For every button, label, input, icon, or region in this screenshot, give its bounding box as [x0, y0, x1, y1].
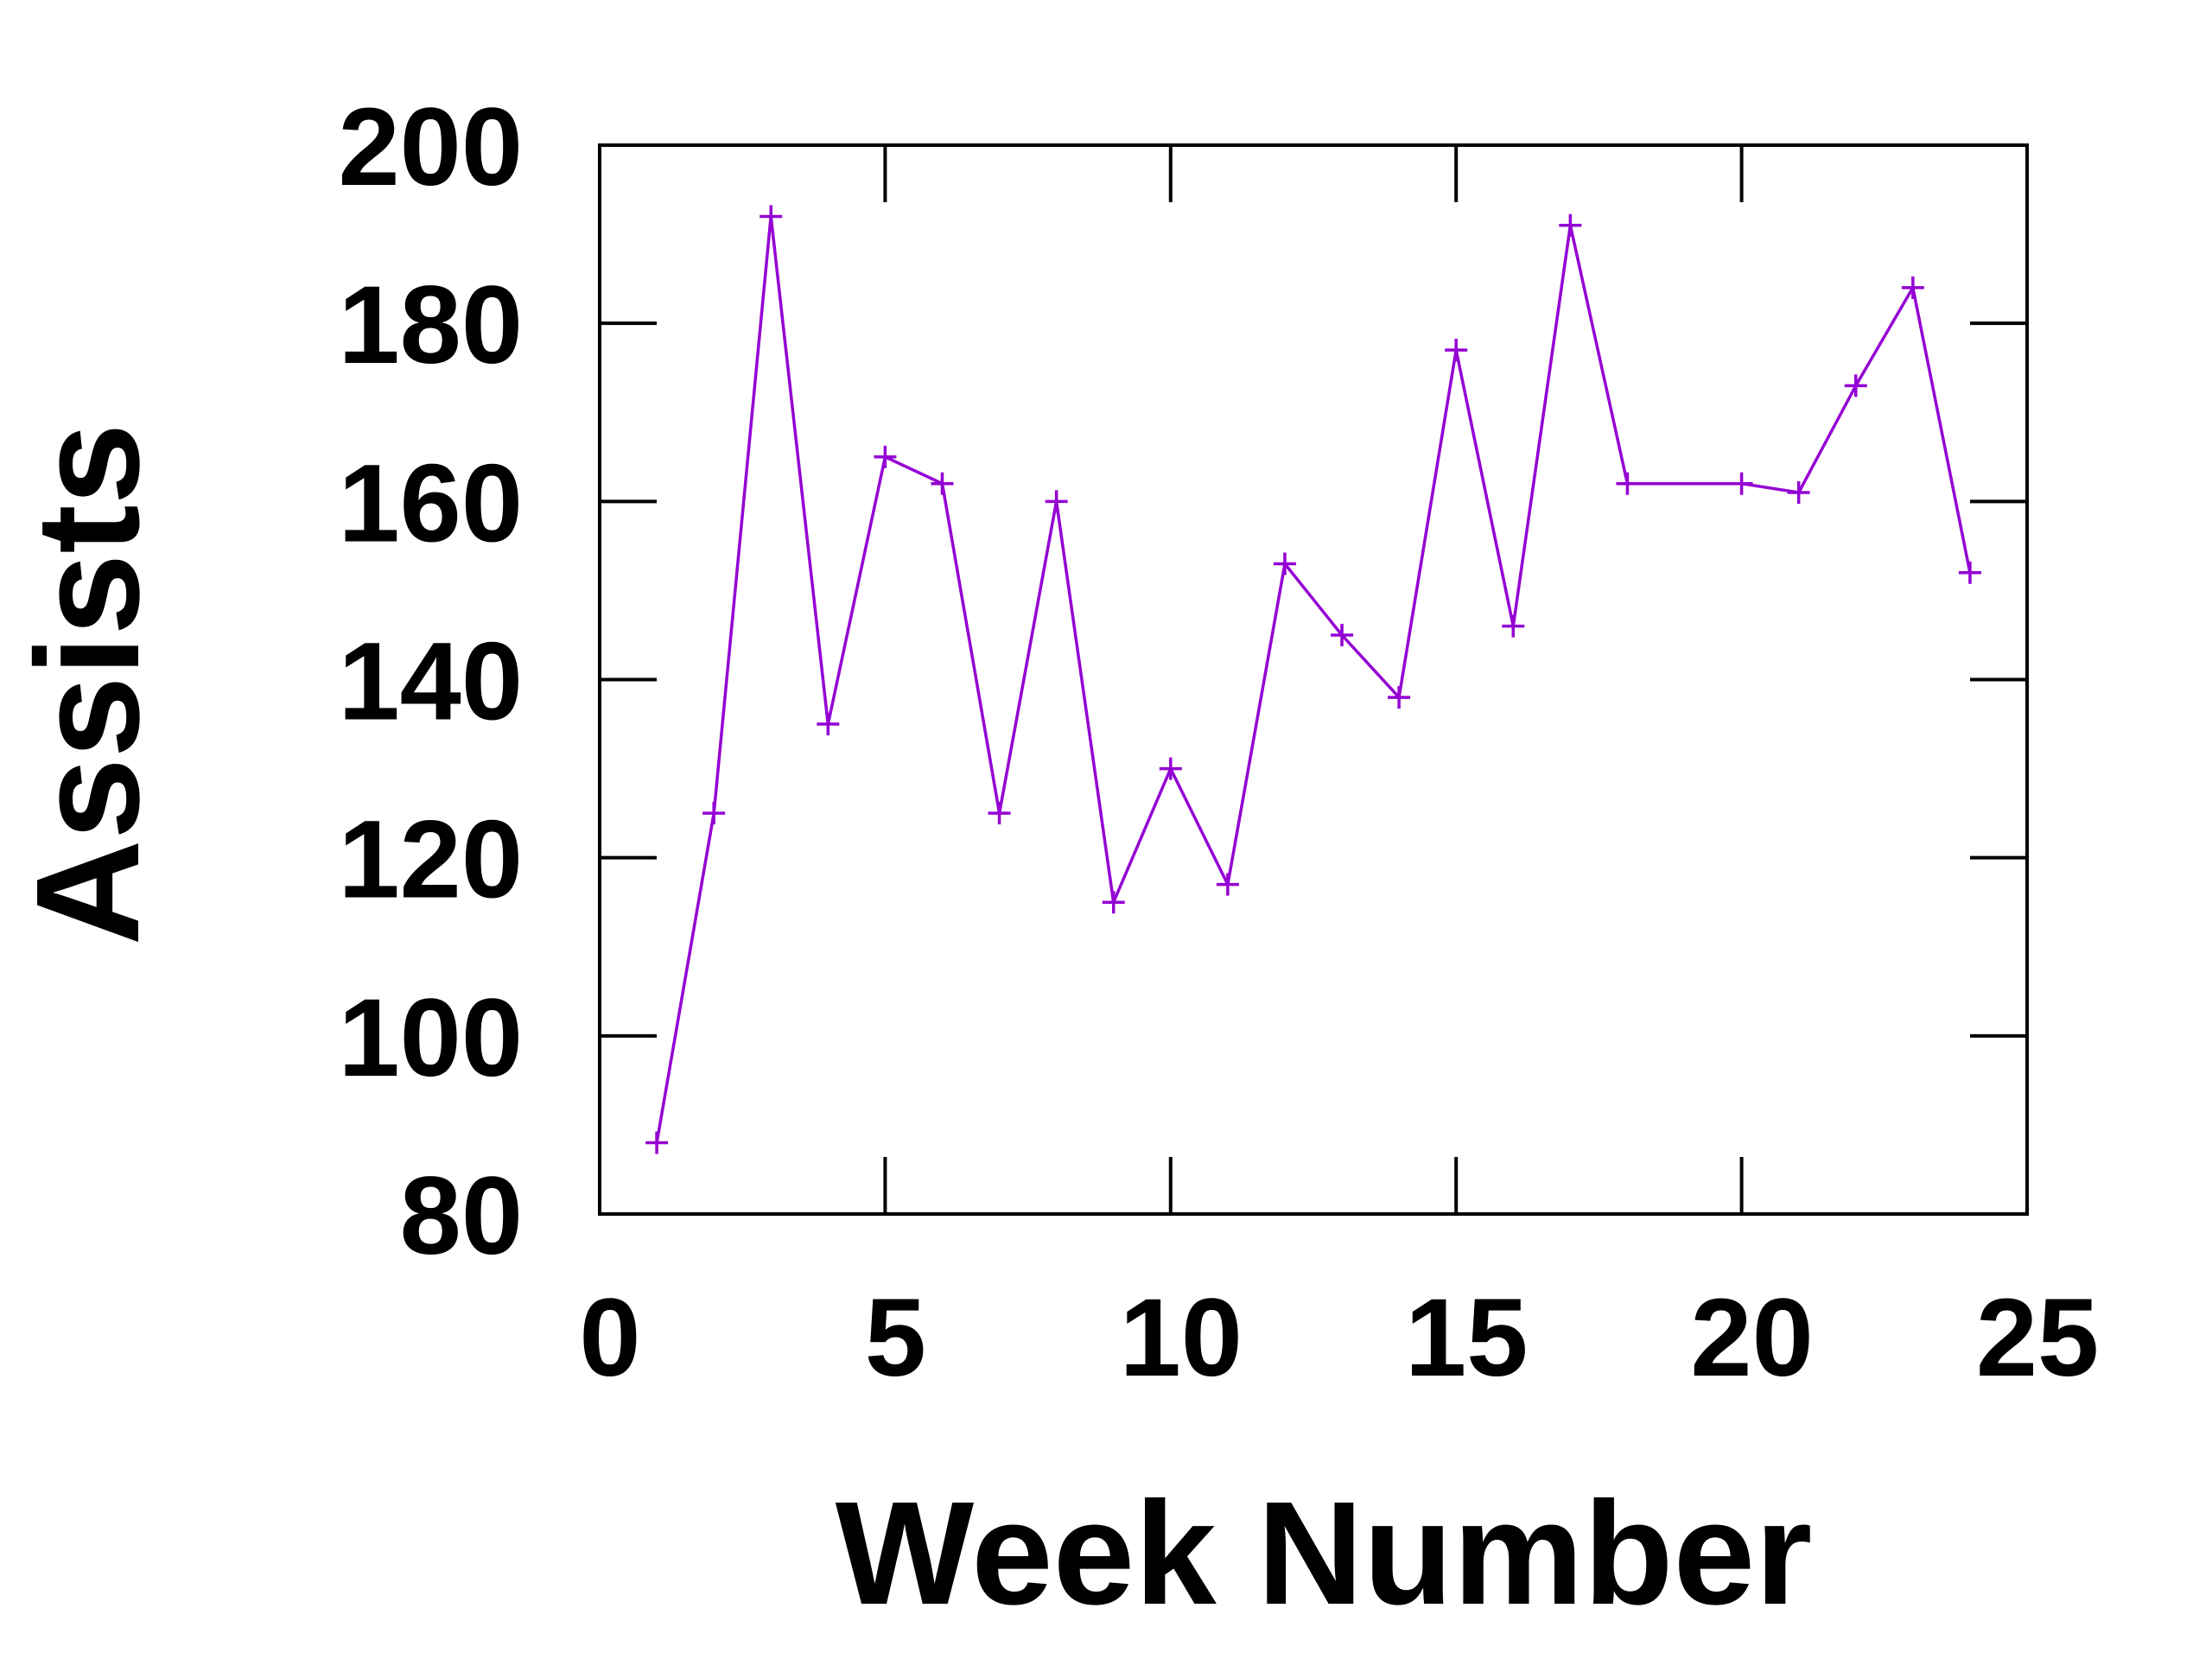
axes: [598, 143, 2029, 1216]
data-point: [1273, 552, 1296, 575]
data-point: [1159, 757, 1182, 780]
plot-frame: [598, 143, 2029, 1216]
data-point: [1216, 873, 1239, 896]
data-point: [760, 205, 783, 228]
x-tick-label: 20: [1690, 1276, 1813, 1400]
data-point: [988, 802, 1011, 825]
x-axis-title: Week Number: [836, 1471, 1813, 1636]
x-tick-label: 10: [1120, 1276, 1243, 1400]
data-point: [1502, 614, 1525, 638]
data-point: [1787, 481, 1810, 505]
x-tick-label: 5: [865, 1276, 926, 1400]
data-point: [874, 445, 897, 468]
y-axis-title: Assists: [6, 423, 170, 946]
x-tick-label: 25: [1976, 1276, 2099, 1400]
data-point: [1730, 472, 1753, 495]
data-point: [817, 713, 840, 736]
data-point: [1445, 339, 1468, 362]
data-point: [1901, 276, 1924, 299]
data-point: [645, 1131, 669, 1154]
y-tick-labels: 80 100 120 140 160 180 200: [338, 86, 523, 1278]
data-point: [1559, 213, 1582, 237]
data-point: [1844, 374, 1867, 397]
series-line: [655, 216, 1972, 1143]
series: [645, 205, 1981, 1154]
data-point: [1045, 490, 1068, 513]
data-point: [1616, 472, 1639, 495]
data-point: [1102, 891, 1125, 914]
y-tick-label: 200: [338, 86, 523, 209]
y-tick-label: 100: [338, 976, 523, 1100]
y-tick-label: 80: [400, 1154, 523, 1278]
y-tick-label: 140: [338, 620, 523, 744]
x-tick-labels: 0 5 10 15 20 25: [579, 1276, 2099, 1400]
data-point: [1331, 623, 1354, 646]
y-tick-label: 120: [338, 798, 523, 922]
x-tick-label: 0: [579, 1276, 640, 1400]
data-point: [702, 802, 726, 825]
data-point: [1958, 561, 1981, 584]
data-point: [1388, 686, 1411, 709]
y-tick-label: 180: [338, 264, 523, 387]
x-tick-label: 15: [1405, 1276, 1528, 1400]
y-tick-label: 160: [338, 442, 523, 565]
data-point: [931, 472, 954, 495]
ticks: [600, 145, 2027, 1214]
